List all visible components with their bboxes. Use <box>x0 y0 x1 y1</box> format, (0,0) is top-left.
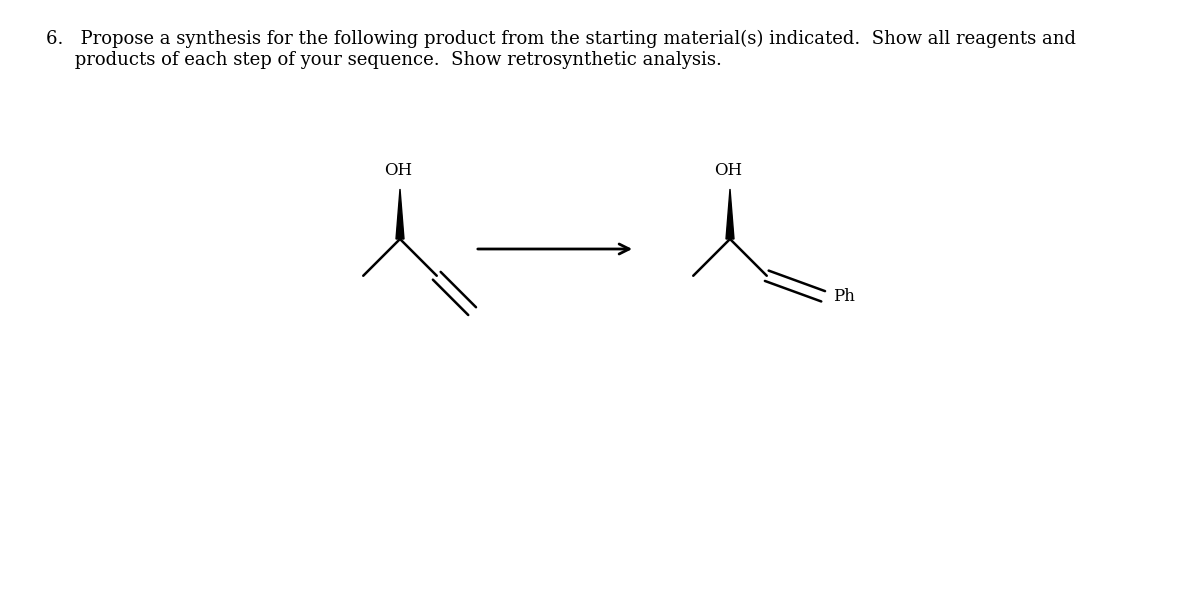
Text: OH: OH <box>384 162 412 179</box>
Text: 6.   Propose a synthesis for the following product from the starting material(s): 6. Propose a synthesis for the following… <box>46 30 1075 69</box>
Text: OH: OH <box>714 162 742 179</box>
Polygon shape <box>726 189 734 239</box>
Polygon shape <box>396 189 404 239</box>
Text: Ph: Ph <box>833 287 856 305</box>
